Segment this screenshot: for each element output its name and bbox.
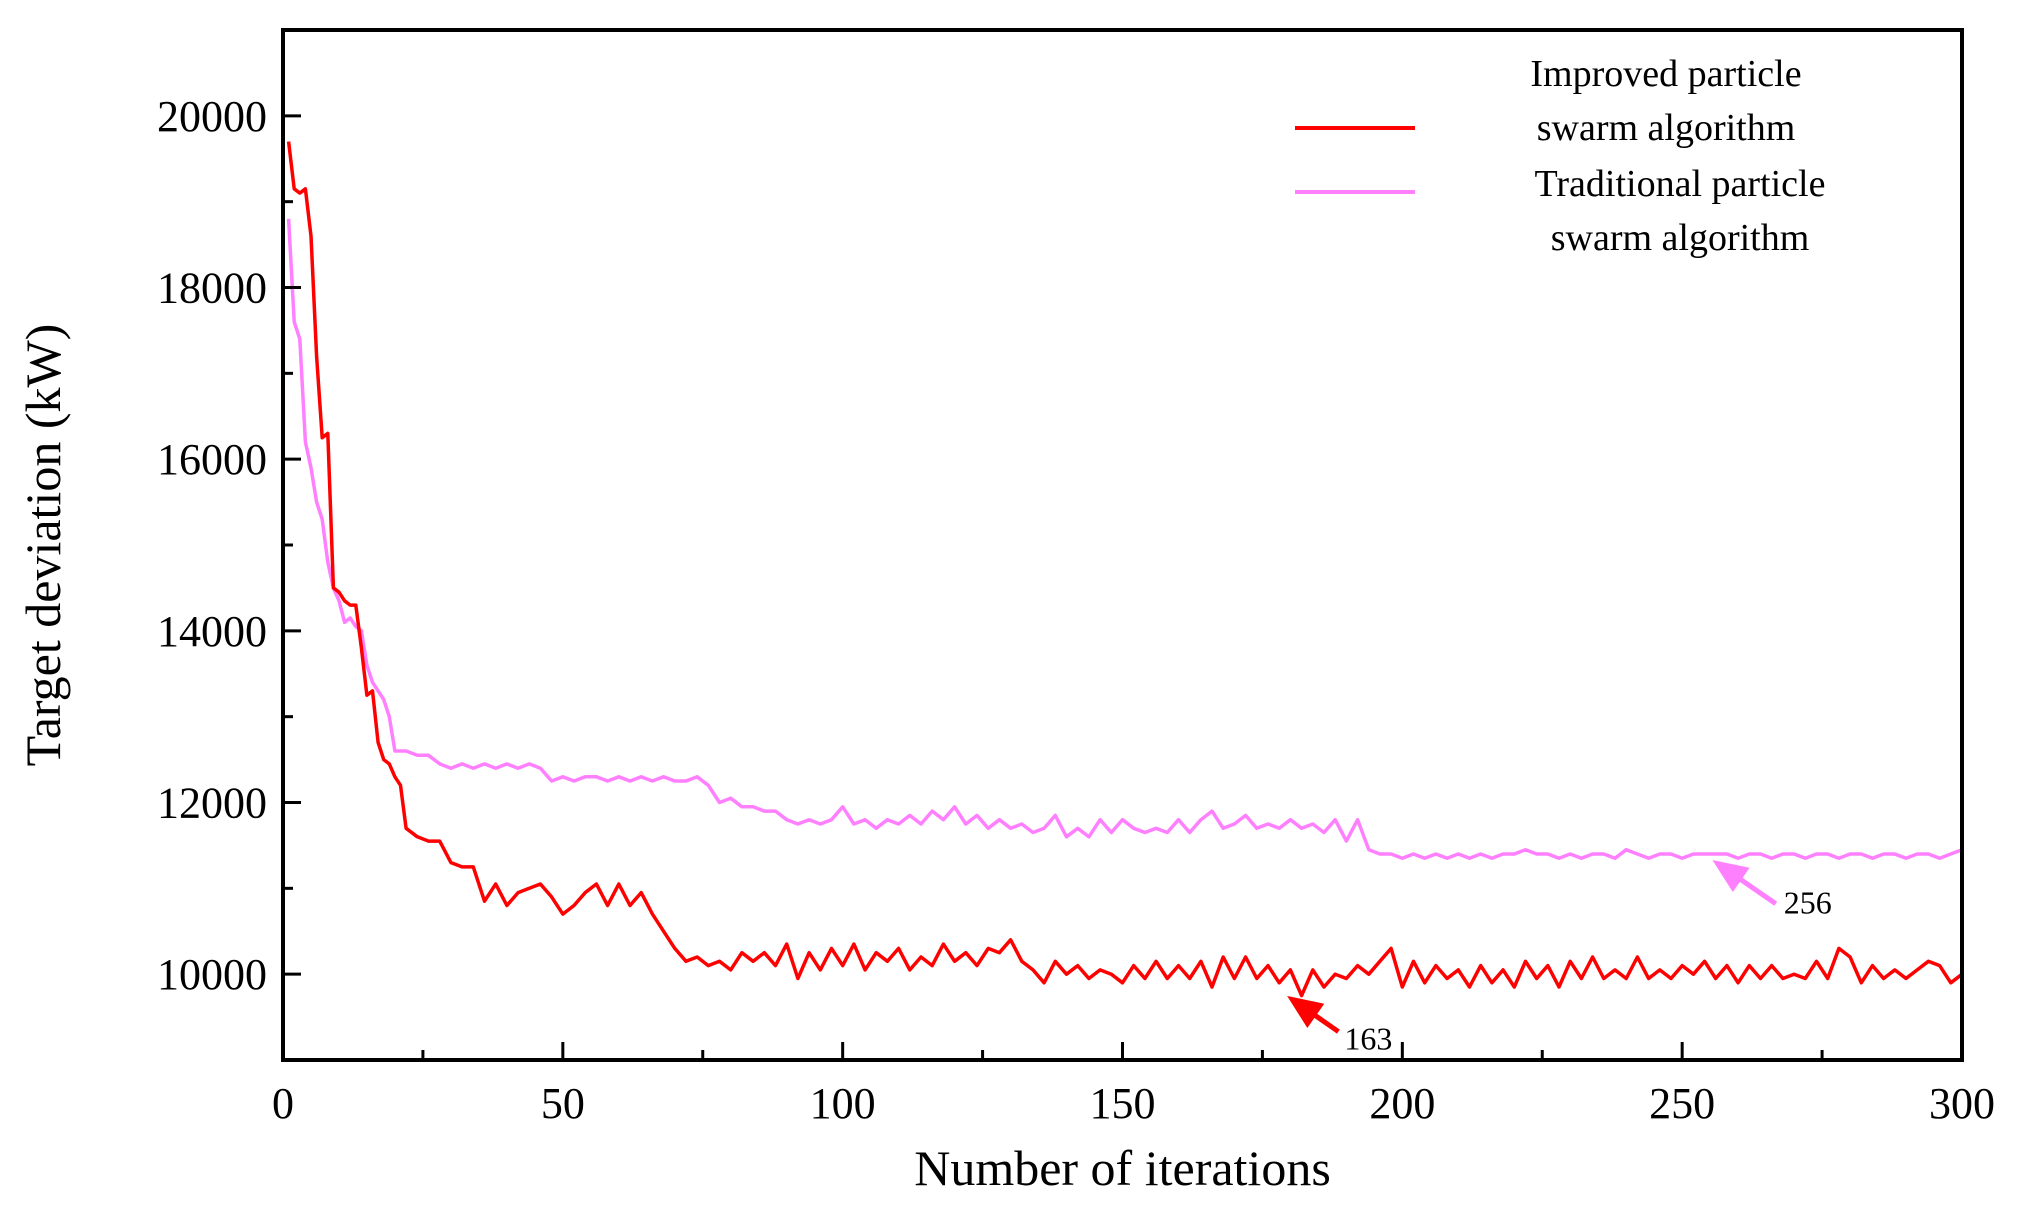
y-tick-label: 20000 <box>157 92 267 141</box>
annotation-label-163: 163 <box>1344 1021 1392 1057</box>
legend: Improved particle swarm algorithm Tradit… <box>1295 53 1825 259</box>
series-layer <box>286 141 1964 998</box>
legend-label-traditional-line1: Traditional particle <box>1535 163 1826 205</box>
series-line-improved <box>286 141 1964 998</box>
y-axis-title: Target deviation (kW) <box>15 324 71 767</box>
annotation-arrow-256 <box>1712 860 1778 906</box>
y-tick-label: 16000 <box>157 435 267 484</box>
x-tick-label: 100 <box>810 1079 876 1128</box>
y-tick-label: 12000 <box>157 779 267 828</box>
x-axis-title: Number of iterations <box>914 1140 1331 1196</box>
x-tick-label: 300 <box>1929 1079 1995 1128</box>
x-tick-label: 150 <box>1090 1079 1156 1128</box>
legend-label-traditional-line2: swarm algorithm <box>1551 217 1810 259</box>
y-tick-label: 18000 <box>157 264 267 313</box>
annotation-arrow-163 <box>1287 995 1340 1034</box>
annotation-layer: 163 256 <box>1287 860 1832 1057</box>
x-tick-label: 250 <box>1649 1079 1715 1128</box>
y-tick-label: 10000 <box>157 950 267 999</box>
series-line-traditional <box>286 218 1963 861</box>
x-tick-label: 0 <box>272 1079 294 1128</box>
x-tick-label: 50 <box>541 1079 585 1128</box>
annotation-label-256: 256 <box>1784 885 1832 921</box>
y-tick-label: 14000 <box>157 607 267 656</box>
x-tick-label: 200 <box>1369 1079 1435 1128</box>
legend-label-improved-line1: Improved particle <box>1530 53 1801 95</box>
labels-layer: 0 50 100 150 200 250 300 10000 12000 14000 16000 18… <box>157 92 1995 1128</box>
legend-label-improved-line2: swarm algorithm <box>1537 107 1796 149</box>
ticks-layer <box>281 28 1964 1062</box>
